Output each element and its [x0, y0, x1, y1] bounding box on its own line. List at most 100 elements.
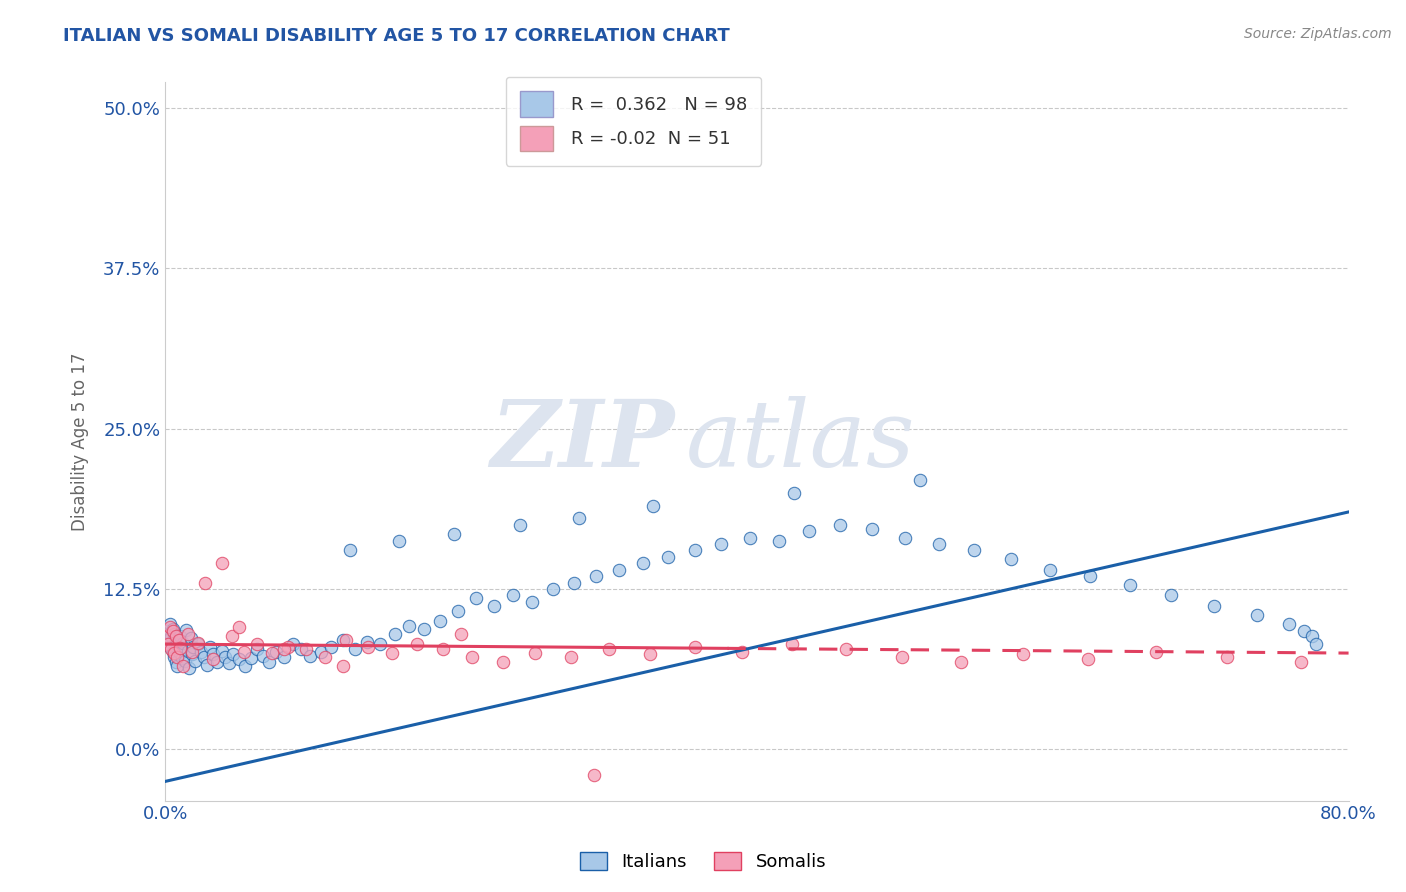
Point — [1305, 637, 1327, 651]
Point — [1118, 578, 1140, 592]
Point — [240, 651, 263, 665]
Text: ITALIAN VS SOMALI DISABILITY AGE 5 TO 17 CORRELATION CHART: ITALIAN VS SOMALI DISABILITY AGE 5 TO 17… — [63, 27, 730, 45]
Point — [273, 642, 295, 657]
Point — [195, 657, 218, 672]
Point — [157, 633, 180, 648]
Point — [509, 517, 531, 532]
Point — [165, 629, 187, 643]
Point — [482, 599, 505, 613]
Point — [159, 616, 181, 631]
Point — [160, 642, 183, 657]
Point — [273, 649, 295, 664]
Point — [183, 640, 205, 654]
Point — [583, 768, 606, 782]
Point — [228, 652, 250, 666]
Point — [201, 648, 224, 662]
Point — [356, 634, 378, 648]
Point — [232, 645, 254, 659]
Point — [928, 537, 950, 551]
Point — [834, 642, 856, 657]
Point — [828, 517, 851, 532]
Point — [187, 637, 209, 651]
Point — [738, 531, 761, 545]
Point — [585, 569, 607, 583]
Point — [683, 640, 706, 654]
Point — [643, 499, 665, 513]
Point — [222, 648, 245, 662]
Point — [343, 642, 366, 657]
Point — [560, 649, 582, 664]
Point — [950, 655, 973, 669]
Point — [163, 646, 186, 660]
Point — [368, 637, 391, 651]
Point — [908, 473, 931, 487]
Point — [169, 646, 191, 660]
Point — [1301, 629, 1323, 643]
Point — [335, 633, 357, 648]
Point — [1144, 645, 1167, 659]
Point — [332, 659, 354, 673]
Point — [157, 637, 180, 651]
Point — [177, 661, 200, 675]
Point — [319, 640, 342, 654]
Point — [193, 649, 215, 664]
Point — [1077, 652, 1099, 666]
Point — [176, 643, 198, 657]
Point — [491, 655, 513, 669]
Point — [388, 534, 411, 549]
Point — [502, 588, 524, 602]
Point — [167, 633, 190, 648]
Point — [1216, 649, 1239, 664]
Point — [1012, 648, 1035, 662]
Point — [162, 622, 184, 636]
Text: Source: ZipAtlas.com: Source: ZipAtlas.com — [1244, 27, 1392, 41]
Point — [156, 624, 179, 639]
Point — [162, 645, 184, 659]
Point — [398, 619, 420, 633]
Point — [176, 627, 198, 641]
Point — [1000, 552, 1022, 566]
Point — [381, 646, 404, 660]
Point — [598, 642, 620, 657]
Point — [162, 624, 184, 639]
Point — [233, 659, 256, 673]
Point — [332, 633, 354, 648]
Point — [1278, 616, 1301, 631]
Point — [731, 645, 754, 659]
Point — [181, 645, 204, 659]
Point — [429, 614, 451, 628]
Point — [520, 595, 543, 609]
Point — [194, 575, 217, 590]
Point — [163, 649, 186, 664]
Point — [281, 637, 304, 651]
Point — [768, 534, 790, 549]
Point — [339, 543, 361, 558]
Point — [260, 646, 283, 660]
Point — [450, 627, 472, 641]
Point — [413, 622, 436, 636]
Point — [179, 631, 201, 645]
Point — [963, 543, 986, 558]
Point — [295, 642, 318, 657]
Point — [657, 549, 679, 564]
Point — [1202, 599, 1225, 613]
Point — [432, 642, 454, 657]
Point — [257, 655, 280, 669]
Point — [309, 645, 332, 659]
Point — [541, 582, 564, 596]
Point — [783, 485, 806, 500]
Point — [190, 645, 212, 659]
Point — [184, 654, 207, 668]
Point — [524, 646, 547, 660]
Point — [170, 651, 193, 665]
Point — [246, 642, 269, 657]
Point — [159, 620, 181, 634]
Point — [860, 522, 883, 536]
Point — [443, 526, 465, 541]
Point — [163, 627, 186, 641]
Point — [166, 637, 188, 651]
Point — [211, 556, 233, 570]
Point — [160, 629, 183, 643]
Point — [357, 640, 380, 654]
Point — [252, 648, 274, 663]
